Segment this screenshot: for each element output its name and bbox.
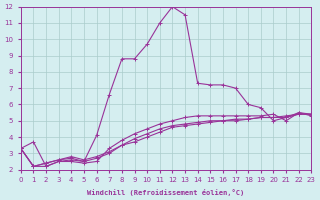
X-axis label: Windchill (Refroidissement éolien,°C): Windchill (Refroidissement éolien,°C) <box>87 189 245 196</box>
